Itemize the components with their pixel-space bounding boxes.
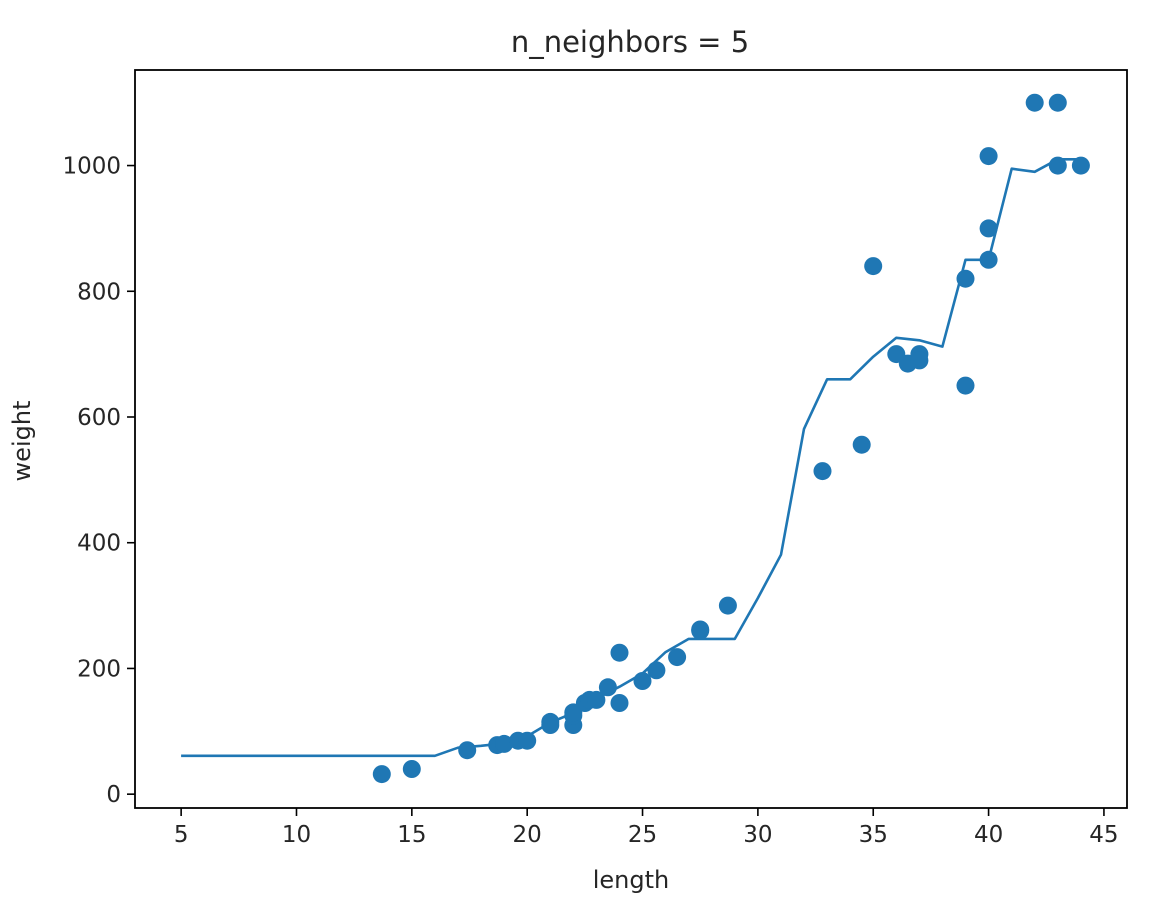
- x-tick-label: 35: [859, 822, 888, 848]
- x-tick-label: 30: [743, 822, 772, 848]
- data-point: [541, 712, 560, 731]
- y-tick-label: 400: [77, 531, 121, 557]
- data-point: [598, 678, 617, 697]
- data-point: [1025, 93, 1044, 112]
- data-point: [864, 257, 883, 276]
- y-tick-label: 0: [106, 782, 121, 808]
- x-tick-label: 40: [974, 822, 1003, 848]
- data-point: [495, 734, 514, 753]
- data-point: [402, 760, 421, 778]
- data-point: [691, 621, 710, 640]
- data-point: [610, 643, 629, 662]
- data-point: [668, 648, 687, 667]
- x-axis-title: length: [593, 866, 670, 894]
- plot-area: [181, 93, 1090, 784]
- x-tick-label: 15: [397, 822, 426, 848]
- data-point: [813, 462, 832, 481]
- data-point: [979, 147, 998, 166]
- plot-frame: [134, 69, 1128, 809]
- data-point: [956, 376, 975, 395]
- x-tick-label: 20: [513, 822, 542, 848]
- data-point: [956, 269, 975, 288]
- data-point: [610, 694, 629, 712]
- data-point: [1071, 156, 1090, 175]
- data-point: [1048, 156, 1067, 175]
- data-point: [979, 219, 998, 238]
- data-point: [1048, 93, 1067, 112]
- x-tick-label: 25: [628, 822, 657, 848]
- data-point: [518, 731, 537, 750]
- x-tick-label: 5: [174, 822, 189, 848]
- prediction-line: [181, 158, 1081, 758]
- y-tick-label: 600: [77, 405, 121, 431]
- y-tick-label: 1000: [62, 154, 121, 180]
- x-axis: 5 10 15 20 25 30 35 40 45: [174, 808, 1119, 848]
- y-tick-label: 200: [77, 656, 121, 682]
- y-axis-title: weight: [8, 401, 36, 482]
- data-point: [633, 672, 652, 690]
- data-point: [910, 351, 929, 370]
- x-tick-label: 10: [282, 822, 311, 848]
- data-point: [587, 690, 606, 709]
- data-point: [372, 765, 391, 784]
- data-point: [718, 596, 737, 615]
- x-tick-label: 45: [1089, 822, 1118, 848]
- y-axis: 0 200 400 600 800 1000: [62, 154, 135, 808]
- y-tick-label: 800: [77, 279, 121, 305]
- data-point: [979, 250, 998, 269]
- data-point: [458, 741, 477, 760]
- data-point: [647, 661, 666, 680]
- chart-title: n_neighbors = 5: [511, 25, 749, 59]
- data-point: [852, 435, 871, 454]
